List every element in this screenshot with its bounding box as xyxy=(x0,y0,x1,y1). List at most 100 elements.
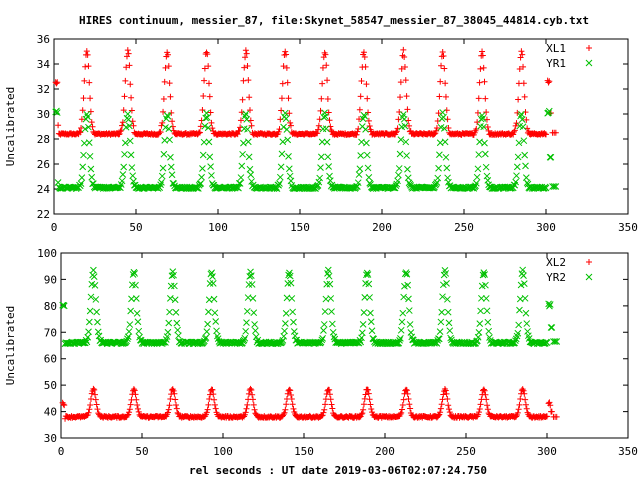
data-point xyxy=(237,174,245,181)
data-point xyxy=(397,326,405,334)
data-point xyxy=(124,412,131,419)
data-point xyxy=(403,270,411,278)
data-point xyxy=(360,309,368,316)
data-point xyxy=(404,390,411,397)
data-point xyxy=(365,390,372,397)
data-point xyxy=(120,107,127,114)
y-axis-label: Uncalibrated xyxy=(4,306,17,385)
data-point xyxy=(479,271,487,279)
y-tick-label: 50 xyxy=(44,379,57,392)
data-point xyxy=(86,79,93,86)
data-point xyxy=(482,95,489,102)
x-tick-label: 50 xyxy=(129,221,142,234)
data-point xyxy=(323,62,330,69)
data-point xyxy=(76,182,84,190)
x-axis-label: rel seconds : UT date 2019-03-06T02:07:2… xyxy=(189,464,487,477)
data-point xyxy=(201,337,208,345)
data-point xyxy=(92,296,100,303)
data-point xyxy=(323,280,331,288)
data-point xyxy=(86,307,94,315)
data-point xyxy=(364,164,372,172)
data-point xyxy=(288,396,295,403)
data-point xyxy=(405,117,412,124)
data-point xyxy=(117,128,124,135)
data-point xyxy=(483,396,490,403)
data-point xyxy=(91,386,98,393)
x-tick-label: 150 xyxy=(290,221,310,234)
data-point xyxy=(167,395,174,402)
legend-label: XL1 xyxy=(546,42,566,55)
data-point xyxy=(514,409,521,416)
data-point xyxy=(237,124,244,131)
data-point xyxy=(92,391,99,398)
data-point xyxy=(401,54,408,61)
data-point xyxy=(356,116,363,123)
data-point xyxy=(475,411,482,418)
data-point xyxy=(283,401,290,408)
data-point xyxy=(474,119,481,126)
data-point xyxy=(395,171,402,179)
data-point xyxy=(243,319,250,326)
data-point xyxy=(205,63,212,70)
y-tick-label: 30 xyxy=(37,108,50,121)
data-point xyxy=(356,165,364,173)
data-point xyxy=(280,63,287,70)
data-point xyxy=(552,183,560,190)
data-point xyxy=(437,405,444,412)
data-point xyxy=(543,339,551,346)
data-point xyxy=(162,64,169,71)
data-point xyxy=(522,162,529,170)
data-point xyxy=(90,266,97,274)
data-point xyxy=(252,327,259,335)
data-point xyxy=(475,328,483,336)
data-point xyxy=(520,137,528,145)
data-point xyxy=(123,337,130,345)
data-point xyxy=(126,122,133,130)
data-point xyxy=(364,271,372,278)
data-point xyxy=(240,139,247,147)
data-point xyxy=(94,328,102,336)
data-point xyxy=(134,318,142,326)
data-point xyxy=(286,110,293,117)
data-point xyxy=(476,79,483,86)
data-point xyxy=(479,115,487,122)
data-point xyxy=(327,295,335,302)
data-point xyxy=(446,409,453,416)
data-point xyxy=(322,401,329,408)
data-point xyxy=(242,327,250,335)
data-point xyxy=(442,270,450,277)
data-point xyxy=(317,164,324,171)
data-point xyxy=(400,46,407,53)
data-point xyxy=(482,391,489,398)
data-point xyxy=(115,131,122,138)
data-point xyxy=(392,182,400,189)
data-point xyxy=(361,294,369,301)
data-point xyxy=(275,181,283,189)
data-point xyxy=(324,266,332,274)
data-point xyxy=(406,122,413,129)
data-point xyxy=(120,163,128,171)
data-point xyxy=(520,80,527,87)
data-point xyxy=(485,127,492,134)
plot-frame xyxy=(60,252,629,439)
data-point xyxy=(167,153,174,161)
data-point xyxy=(433,127,440,134)
data-point xyxy=(440,52,447,59)
data-point xyxy=(206,153,214,161)
data-point xyxy=(397,94,404,101)
legend-marker xyxy=(585,273,593,281)
x-tick-label: 300 xyxy=(536,221,556,234)
x-tick-label: 200 xyxy=(372,221,392,234)
data-point xyxy=(281,409,288,416)
data-point xyxy=(440,391,447,398)
data-point xyxy=(433,124,440,131)
data-point xyxy=(403,93,410,100)
data-point xyxy=(366,123,373,130)
data-point xyxy=(238,162,246,170)
data-point xyxy=(523,116,530,123)
data-point xyxy=(53,109,61,116)
data-point xyxy=(512,337,519,344)
data-point xyxy=(285,165,293,173)
data-point xyxy=(434,174,442,182)
data-point xyxy=(276,173,284,181)
